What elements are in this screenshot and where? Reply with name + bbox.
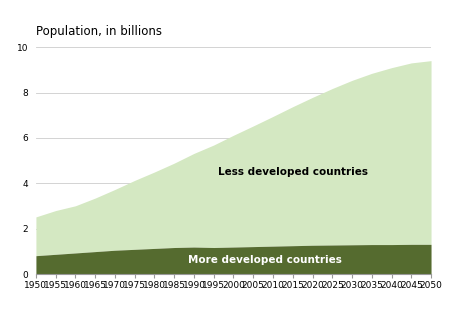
Text: More developed countries: More developed countries [188,255,342,266]
Text: Less developed countries: Less developed countries [218,167,368,177]
Text: Population, in billions: Population, in billions [36,25,162,38]
